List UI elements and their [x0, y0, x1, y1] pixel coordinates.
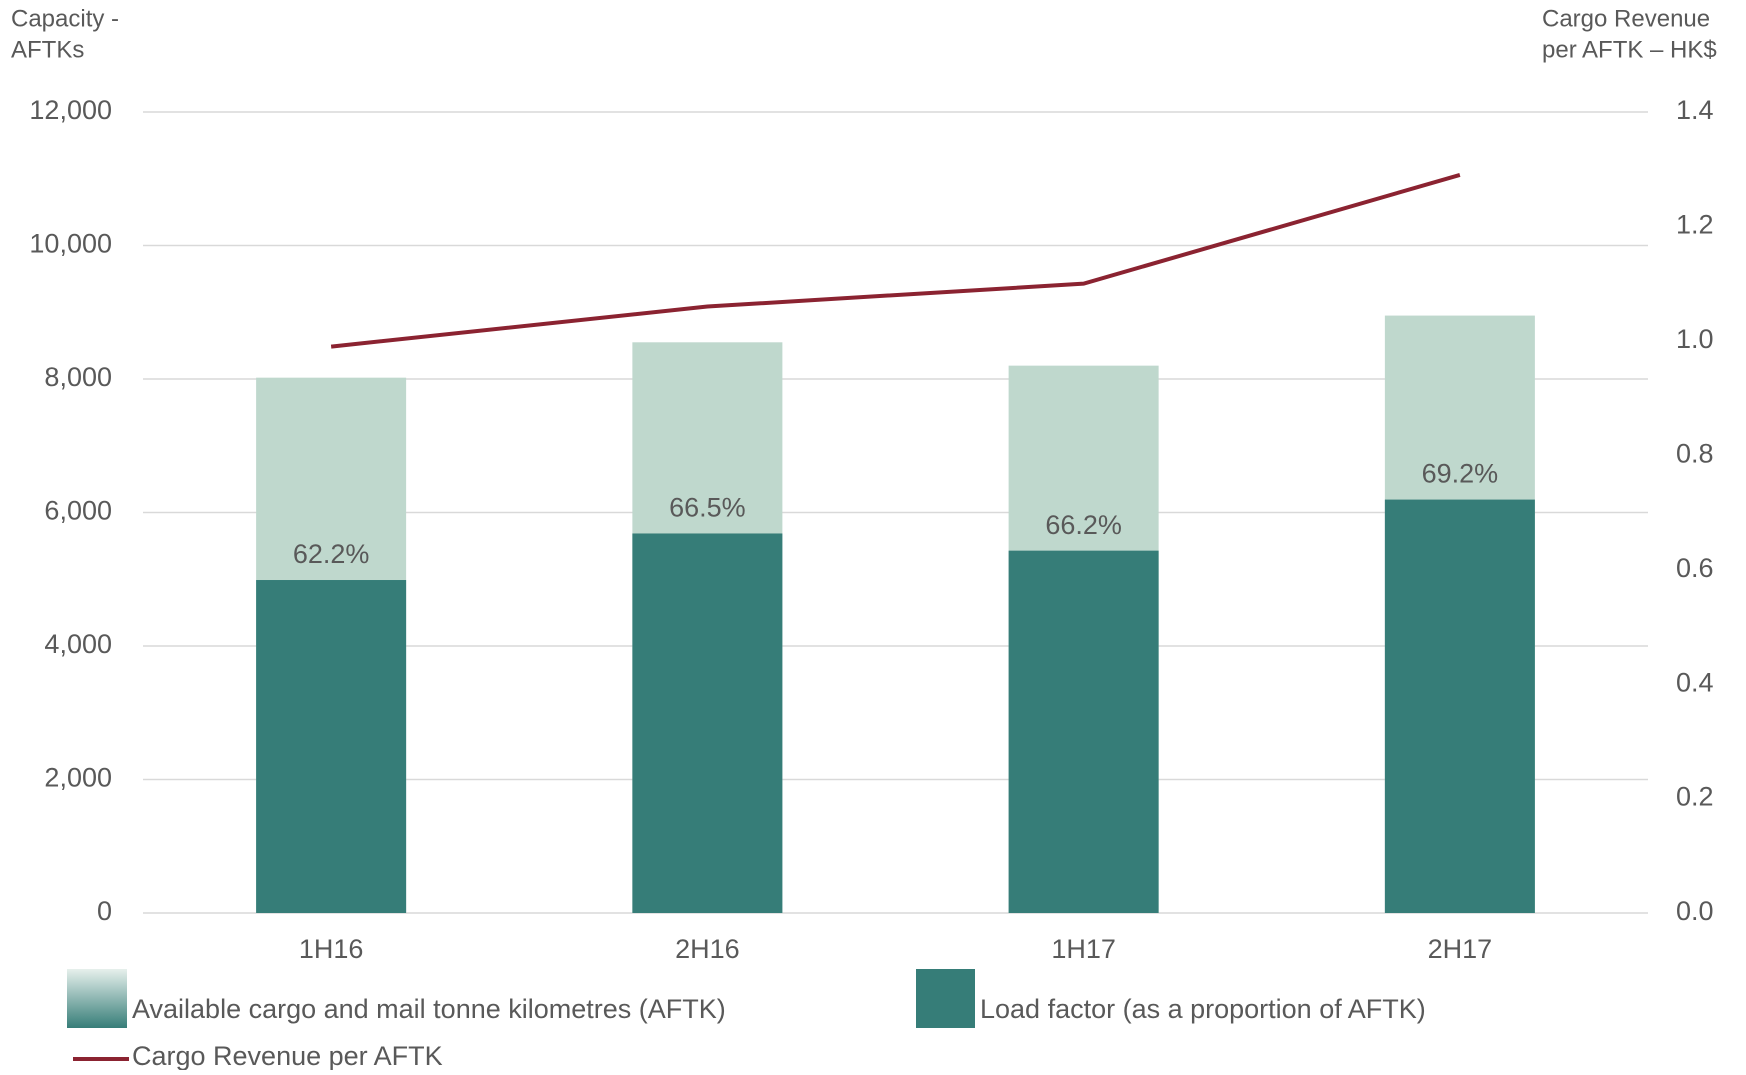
- bar: [1008, 550, 1159, 913]
- y2-axis-title: per AFTK – HK$: [1542, 36, 1717, 63]
- y-tick-label: 0: [97, 896, 112, 926]
- y2-tick-label: 1.2: [1676, 210, 1714, 240]
- legend-label: Cargo Revenue per AFTK: [132, 1041, 443, 1070]
- legend-label: Load factor (as a proportion of AFTK): [980, 994, 1426, 1024]
- y2-axis-title: Cargo Revenue: [1542, 5, 1710, 32]
- y-axis-title: AFTKs: [11, 36, 84, 63]
- y-tick-label: 2,000: [44, 763, 112, 793]
- bar: [256, 580, 407, 913]
- bar: [1384, 499, 1535, 913]
- y-tick-label: 6,000: [44, 496, 112, 526]
- y2-tick-label: 0.8: [1676, 438, 1714, 468]
- x-tick-label: 1H16: [299, 934, 364, 964]
- y-tick-label: 8,000: [44, 362, 112, 392]
- y-tick-label: 10,000: [29, 229, 112, 259]
- bar: [632, 533, 783, 913]
- y2-tick-label: 0.6: [1676, 553, 1714, 583]
- y2-tick-label: 1.4: [1676, 95, 1714, 125]
- data-label: 66.5%: [669, 493, 746, 523]
- y-tick-label: 4,000: [44, 629, 112, 659]
- legend-swatch: [916, 969, 975, 1028]
- x-tick-label: 2H16: [675, 934, 740, 964]
- data-label: 66.2%: [1045, 510, 1122, 540]
- x-tick-label: 1H17: [1051, 934, 1116, 964]
- y-tick-label: 12,000: [29, 95, 112, 125]
- y2-tick-label: 0.2: [1676, 782, 1714, 812]
- y2-tick-label: 1.0: [1676, 324, 1714, 354]
- data-label: 62.2%: [293, 539, 370, 569]
- y2-tick-label: 0.0: [1676, 896, 1714, 926]
- legend-swatch: [67, 969, 127, 1028]
- legend-label: Available cargo and mail tonne kilometre…: [132, 994, 726, 1024]
- x-tick-label: 2H17: [1428, 934, 1493, 964]
- y-axis-title: Capacity -: [11, 5, 119, 32]
- y2-tick-label: 0.4: [1676, 667, 1714, 697]
- line: [330, 173, 1461, 349]
- data-label: 69.2%: [1422, 459, 1499, 489]
